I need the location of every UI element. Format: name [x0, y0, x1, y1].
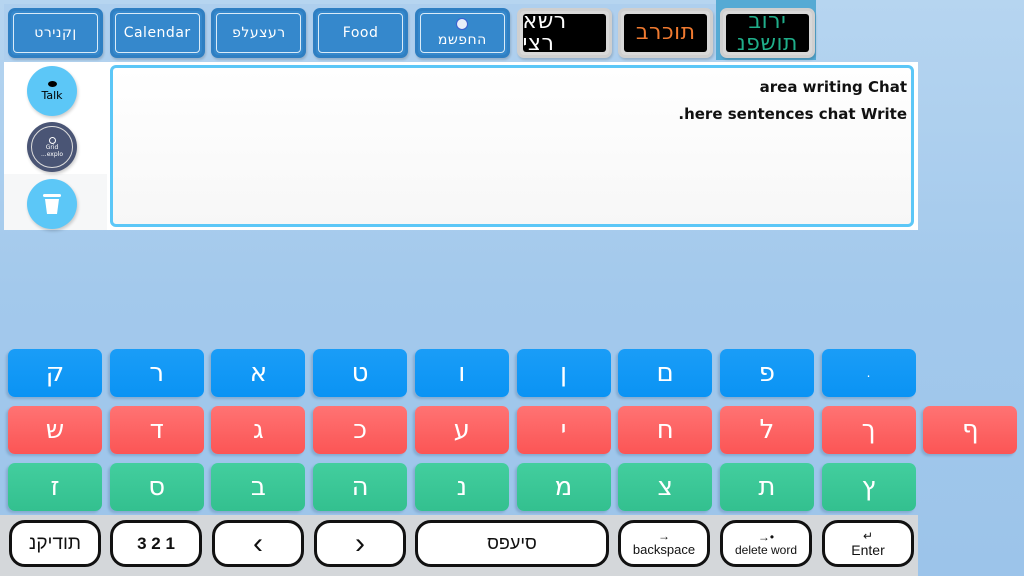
letter-key[interactable]: ט [313, 349, 408, 397]
letter-key[interactable]: ם [618, 349, 713, 397]
letter-key[interactable]: ס [109, 463, 204, 511]
space-button[interactable]: ספעיס [415, 520, 609, 567]
letter-key[interactable]: מ [516, 463, 611, 511]
category-label: משפחה [437, 32, 487, 48]
letter-key[interactable]: א [211, 349, 306, 397]
chat-panel: area writing Chat .here sentences chat W… [107, 62, 918, 230]
letter-key[interactable]: ח [618, 406, 713, 454]
category-button[interactable]: משפחה [414, 8, 510, 58]
talk-button[interactable]: Talk [27, 66, 77, 116]
chevron-right-icon: › [355, 526, 365, 560]
chat-writing-area[interactable]: area writing Chat .here sentences chat W… [110, 65, 914, 227]
category-button[interactable]: Calendar [109, 8, 205, 58]
category-button[interactable]: פלעצער [211, 8, 307, 58]
category-button[interactable]: אשר יצר [516, 8, 612, 58]
category-button[interactable]: ברכות [618, 8, 714, 58]
letter-key[interactable]: ל [719, 406, 814, 454]
grid-explorer-button[interactable]: Grid ...explo [27, 122, 77, 172]
letter-key[interactable]: ת [719, 463, 814, 511]
clear-button[interactable] [27, 179, 77, 229]
letter-key[interactable]: ך [821, 406, 916, 454]
letter-key[interactable]: פ [719, 349, 814, 397]
delete-word-button[interactable]: →• delete word [720, 520, 812, 567]
family-icon [456, 18, 469, 30]
nikud-button[interactable]: נקידות [9, 520, 101, 567]
cursor-right-button[interactable]: › [314, 520, 406, 567]
letter-key[interactable]: ה [313, 463, 408, 511]
letter-key[interactable]: נ [414, 463, 509, 511]
letter-key[interactable]: ע [414, 406, 509, 454]
category-label: אשר יצר [522, 9, 567, 56]
backspace-button[interactable]: → backspace [618, 520, 710, 567]
letter-key[interactable]: צ [618, 463, 713, 511]
letter-key[interactable]: כ [313, 406, 408, 454]
letter-key[interactable]: ר [109, 349, 204, 397]
cursor-left-button[interactable]: ‹ [212, 520, 304, 567]
letter-key[interactable]: ד [109, 406, 204, 454]
letter-key[interactable]: ב [211, 463, 306, 511]
speech-bubble-icon [47, 80, 57, 87]
category-label: Calendar [123, 25, 191, 41]
category-label: בורי [748, 9, 787, 34]
trash-icon [43, 194, 61, 214]
letter-key[interactable]: ו [414, 349, 509, 397]
letter-key[interactable]: ז [8, 463, 102, 511]
letter-key[interactable]: ץ [821, 463, 916, 511]
letter-key[interactable]: י [516, 406, 611, 454]
letter-key[interactable]: ף [923, 406, 1018, 454]
category-label: טרינקן [34, 25, 77, 41]
category-button[interactable]: בורי נפשות [719, 8, 815, 58]
letter-key[interactable]: ש [8, 406, 102, 454]
category-label: פלעצער [232, 25, 286, 41]
letter-key[interactable]: ג [211, 406, 306, 454]
chevron-left-icon: ‹ [253, 526, 263, 560]
letter-key[interactable]: ק [8, 349, 102, 397]
category-button[interactable]: Food [313, 8, 409, 58]
category-label: נפשות [736, 31, 798, 56]
numbers-button[interactable]: 3 2 1 [110, 520, 202, 567]
arrow-delete-icon: →• [757, 529, 775, 544]
category-label: ברכות [635, 20, 696, 45]
letter-key[interactable]: . [821, 349, 916, 397]
letter-key[interactable]: ן [516, 349, 611, 397]
category-label: Food [342, 25, 379, 41]
arrow-right-icon: → [658, 529, 670, 543]
enter-button[interactable]: ↵ Enter [822, 520, 914, 567]
enter-return-icon: ↵ [862, 528, 874, 543]
category-button[interactable]: טרינקן [8, 8, 103, 58]
